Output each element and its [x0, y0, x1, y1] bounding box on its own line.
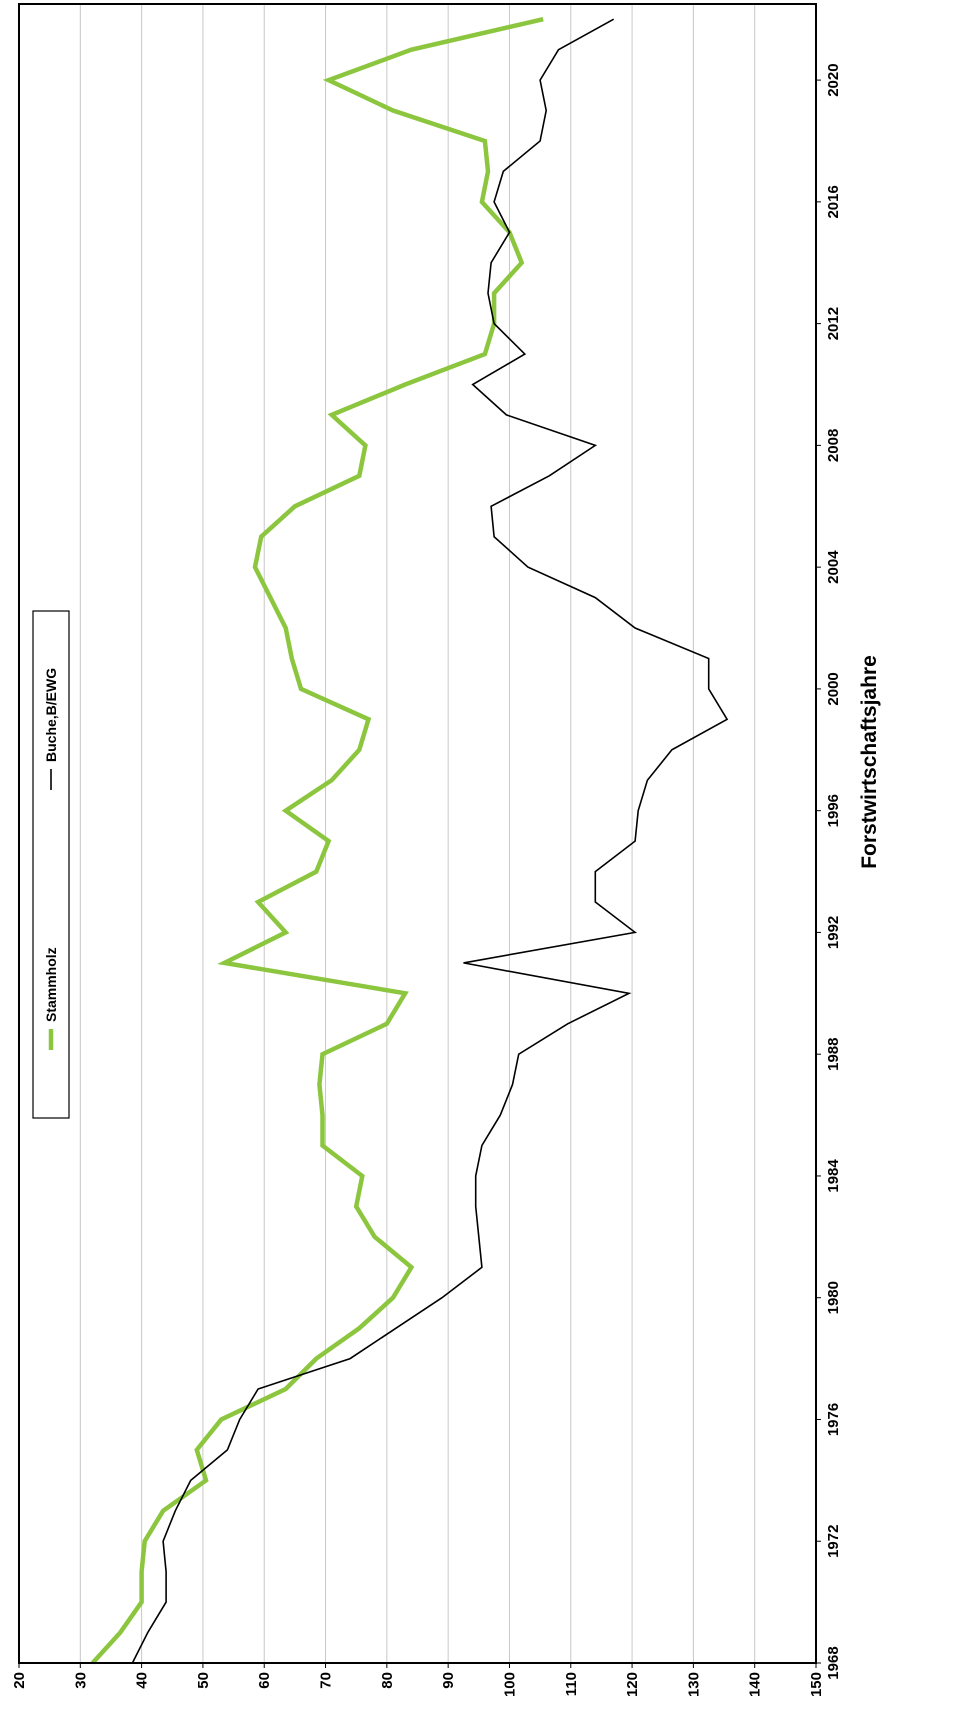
series-line-stammholz — [90, 17, 544, 1665]
value-tick-label-130: 130 — [685, 1672, 702, 1697]
year-tick-label-1992: 1992 — [825, 916, 842, 949]
x-axis-title: Forstwirtschaftsjahre — [858, 655, 881, 869]
series-layer — [90, 17, 729, 1665]
year-tick-label-2012: 2012 — [825, 307, 842, 340]
year-tick-label-1988: 1988 — [825, 1038, 842, 1071]
value-tick-label-90: 90 — [440, 1672, 457, 1689]
plot-area-frame — [18, 3, 817, 1664]
year-tick-label-1984: 1984 — [825, 1159, 842, 1193]
legend-label-stammholz: Stammholz — [43, 947, 59, 1022]
value-tick-label-40: 40 — [134, 1672, 151, 1689]
value-tick-label-20: 20 — [11, 1672, 28, 1689]
value-tick-label-30: 30 — [72, 1672, 89, 1689]
year-tick-label-2000: 2000 — [825, 672, 842, 705]
year-tick-label-2016: 2016 — [825, 185, 842, 218]
gridlines — [79, 4, 756, 1663]
legend: Stammholz Buche,B/EWG — [32, 610, 70, 1119]
year-tick-label-2004: 2004 — [825, 550, 842, 584]
legend-label-buche: Buche,B/EWG — [43, 668, 59, 762]
value-tick-label-150: 150 — [808, 1672, 825, 1697]
value-tick-label-70: 70 — [318, 1672, 335, 1689]
value-tick-label-60: 60 — [256, 1672, 273, 1689]
year-tick-label-1996: 1996 — [825, 794, 842, 827]
value-tick-label-80: 80 — [379, 1672, 396, 1689]
year-tick-label-1976: 1976 — [825, 1403, 842, 1436]
year-axis-ticks: 1968 1972 1976 1980 1984 1988 1992 1996 2000 2004… — [816, 63, 842, 1680]
year-tick-label-1980: 1980 — [825, 1281, 842, 1314]
value-tick-label-100: 100 — [501, 1672, 518, 1697]
value-tick-label-120: 120 — [624, 1672, 641, 1697]
value-tick-label-140: 140 — [747, 1672, 764, 1697]
year-tick-label-1968: 1968 — [825, 1646, 842, 1679]
year-tick-label-2020: 2020 — [825, 63, 842, 96]
series-line-buche-b-ewg — [131, 18, 729, 1664]
value-tick-label-50: 50 — [195, 1672, 212, 1689]
value-tick-label-110: 110 — [563, 1672, 580, 1696]
year-tick-label-2008: 2008 — [825, 429, 842, 462]
year-tick-label-1972: 1972 — [825, 1525, 842, 1558]
value-axis-ticks: 20 30 40 50 60 70 80 90 100 110 120 130 140 150 — [11, 1663, 825, 1697]
